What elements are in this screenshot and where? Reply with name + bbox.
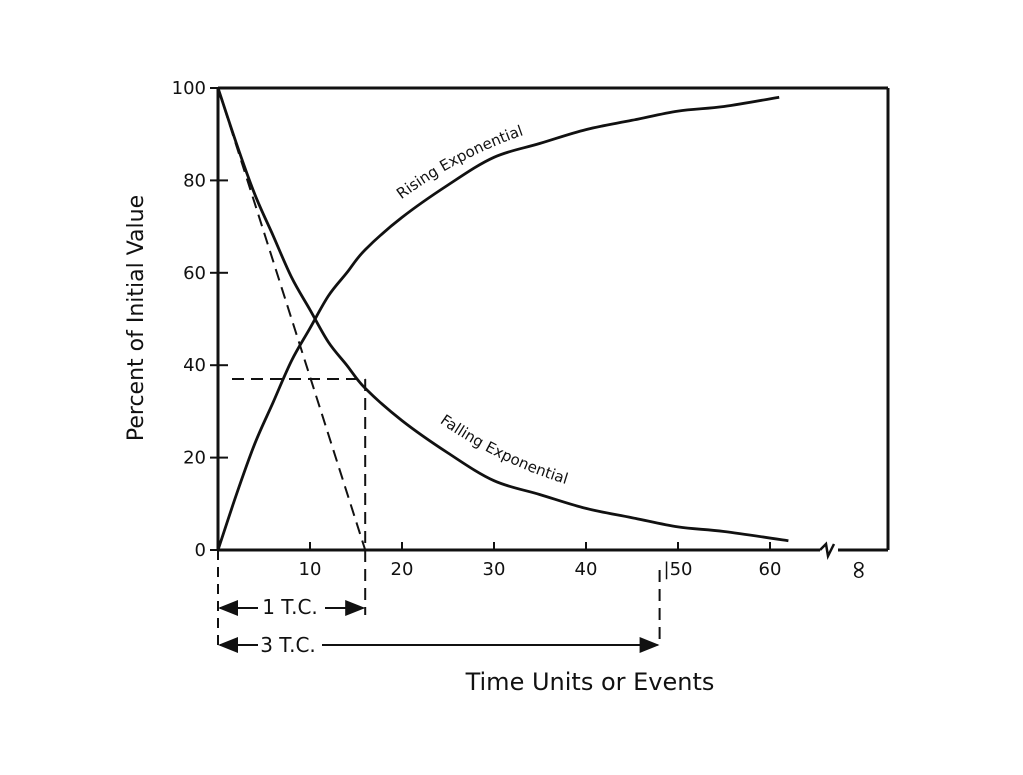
y-tick-label: 0 [195,540,206,561]
falling-series-label: Falling Exponential [437,411,570,488]
x-tick-label: 40 [575,559,598,580]
x-tick-label: 60 [759,559,782,580]
y-tick-label: 60 [183,263,206,284]
axis-break-mark [819,541,836,560]
one-tc-label: 1 T.C. [262,595,318,619]
infinity-tick-label: ∞ [844,559,874,581]
y-tick-label: 20 [183,448,206,469]
x-tick-label: 10 [299,559,322,580]
y-tick-label: 80 [183,170,206,191]
x-tick-label: 30 [483,559,506,580]
y-tick-label: 40 [183,355,206,376]
falling-exponential-line [216,87,789,543]
x-tick-label: |50 [664,559,693,580]
x-axis-label: Time Units or Events [465,668,715,696]
three-tc-label: 3 T.C. [260,633,316,657]
tangent-dashed-line [217,87,367,551]
x-tick-label: 20 [391,559,414,580]
rising-series-label: Rising Exponential [393,122,525,203]
rising-exponential-line [216,95,780,551]
y-axis-label: Percent of Initial Value [124,195,149,441]
y-tick-label: 100 [172,78,206,99]
